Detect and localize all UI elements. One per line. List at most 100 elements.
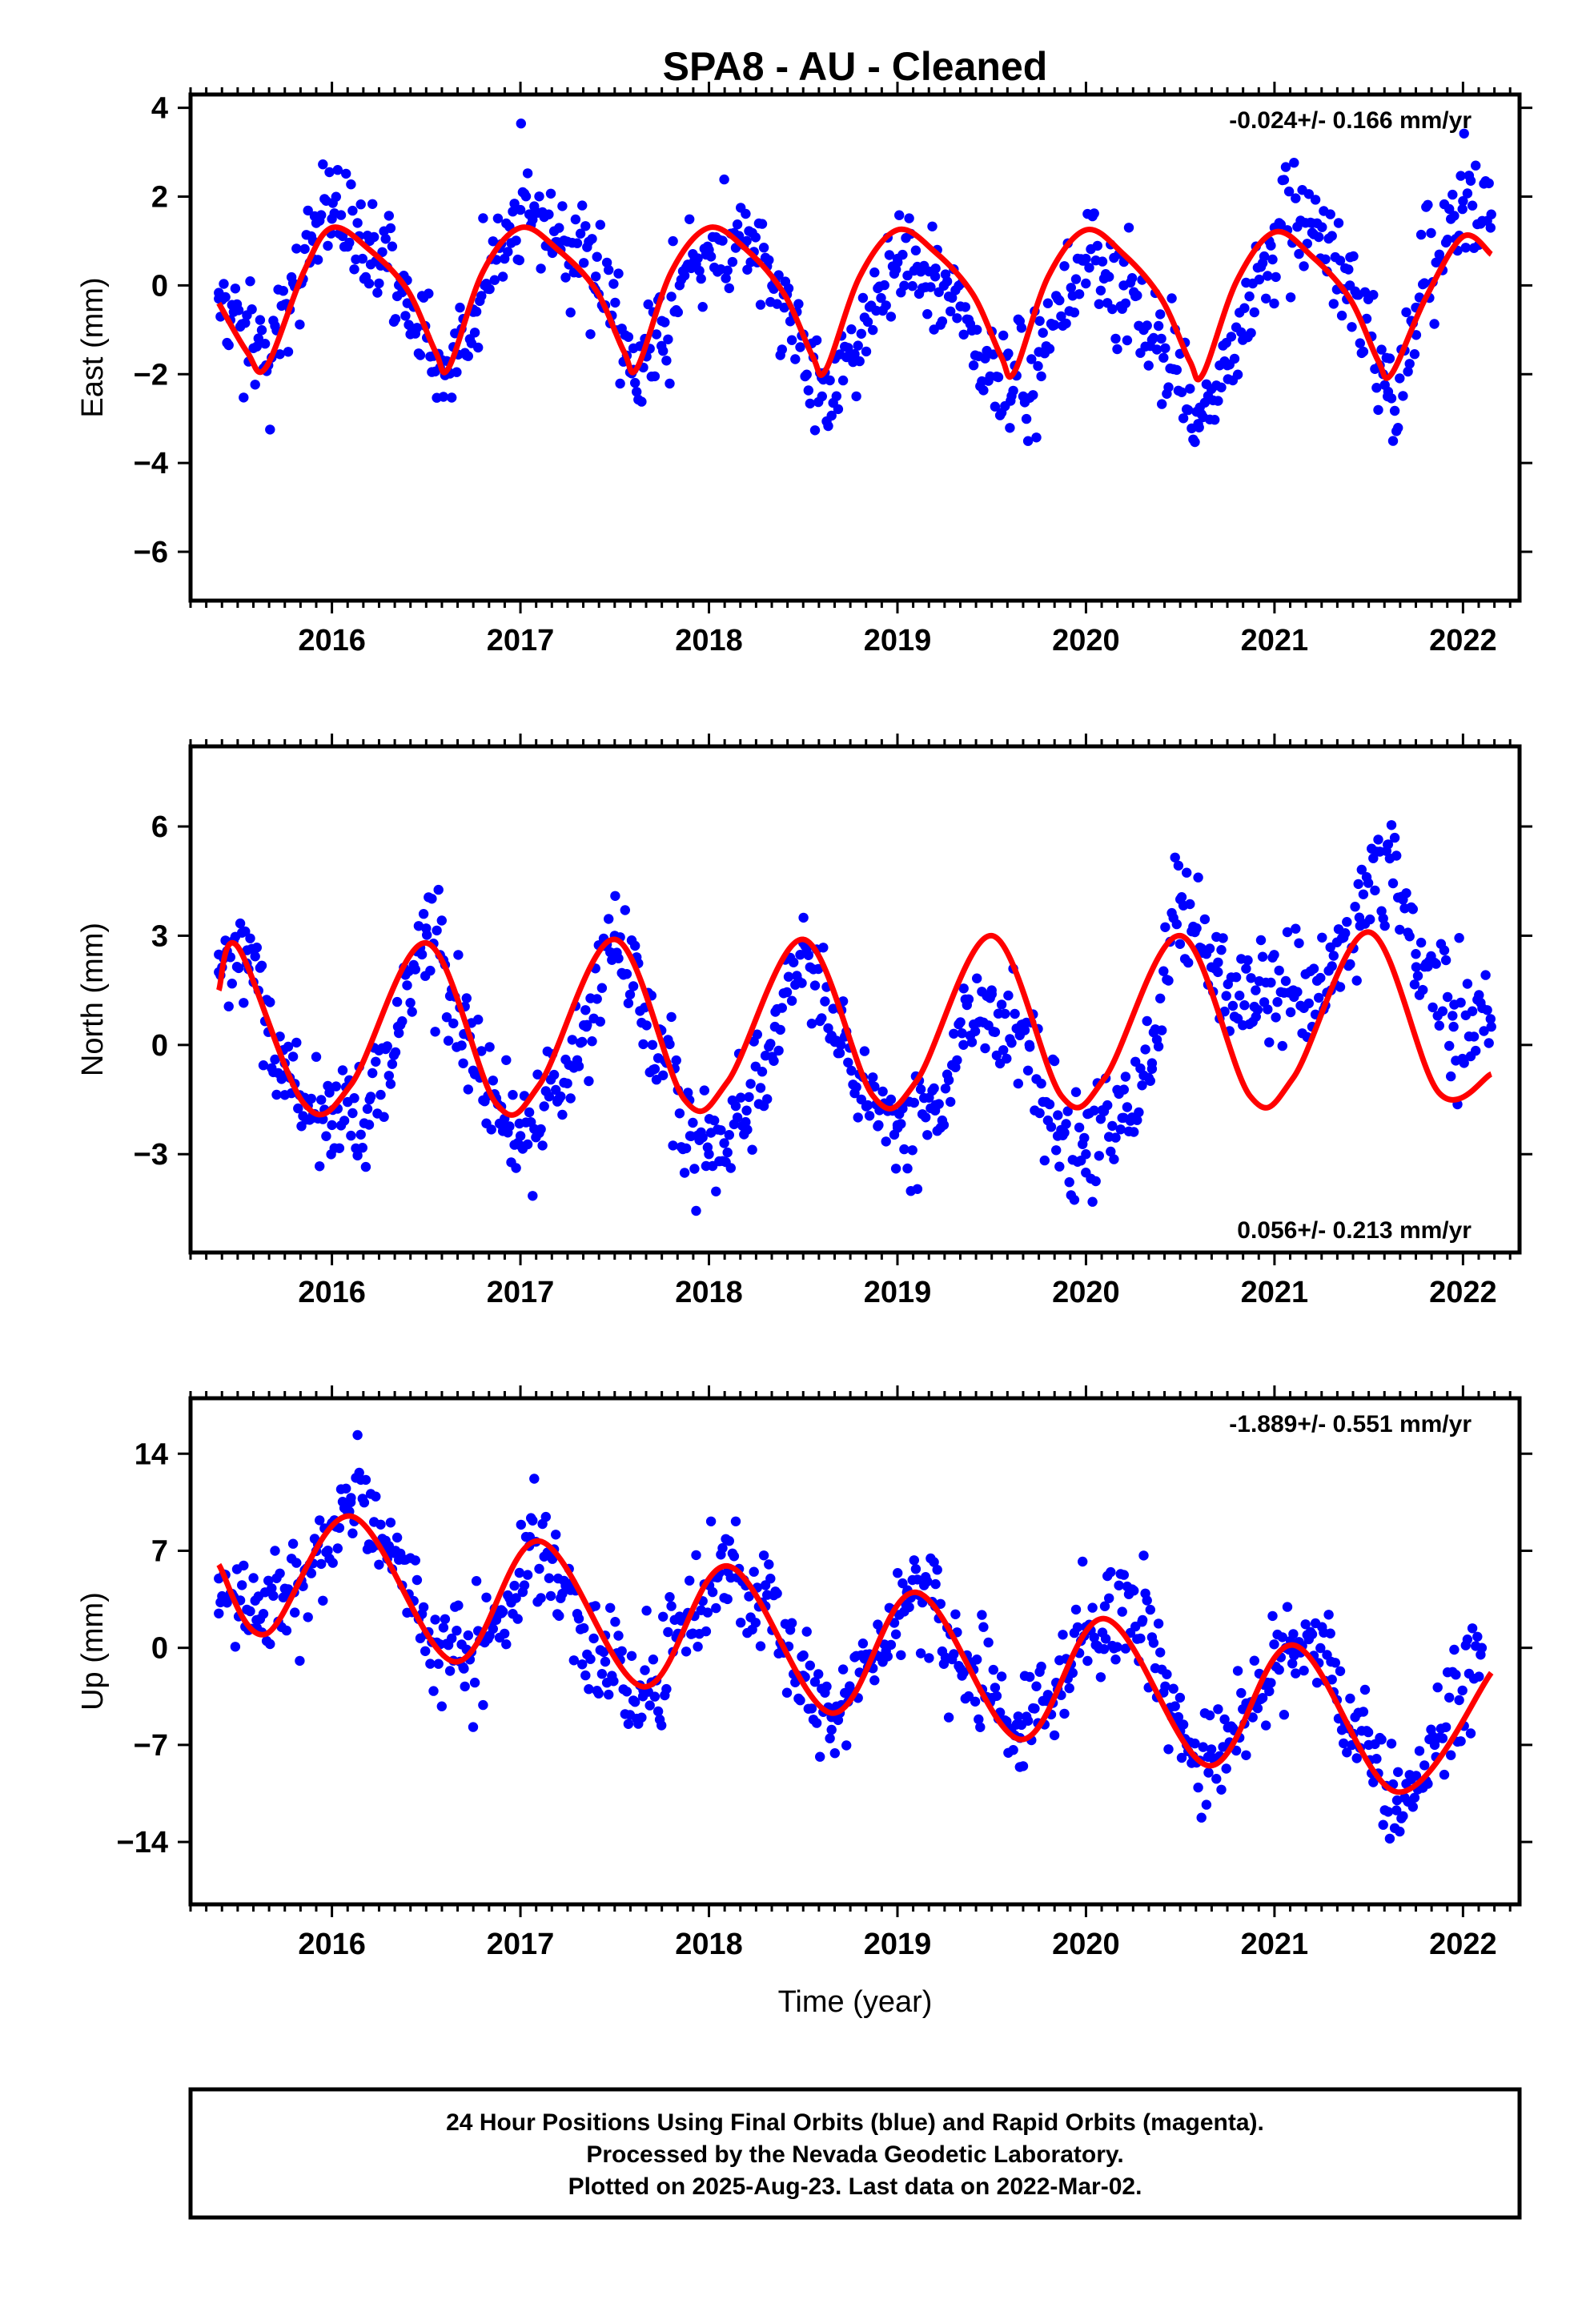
- east-obs-point: [1092, 240, 1103, 251]
- up-obs-point: [1098, 1644, 1110, 1655]
- east-obs-point: [922, 309, 933, 320]
- up-obs-point: [1359, 1684, 1371, 1695]
- east-obs-point: [658, 346, 669, 356]
- north-obs-point: [1002, 1053, 1012, 1064]
- east-obs-point: [331, 191, 341, 202]
- north-obs-point: [473, 1015, 484, 1025]
- north-obs-point: [1314, 992, 1324, 1003]
- up-obs-point: [608, 1676, 619, 1687]
- north-obs-point: [1288, 985, 1299, 995]
- up-obs-point: [1216, 1784, 1227, 1795]
- up-obs-point: [540, 1511, 551, 1522]
- north-obs-point: [1350, 902, 1360, 912]
- up-observations: [214, 1429, 1488, 1844]
- up-obs-point: [649, 1691, 661, 1702]
- east-obs-point: [1456, 171, 1466, 181]
- up-obs-point: [509, 1580, 520, 1591]
- north-obs-point: [1272, 997, 1283, 1007]
- north-obs-point: [907, 1145, 917, 1156]
- east-obs-point: [1160, 343, 1170, 353]
- north-obs-point: [699, 1085, 709, 1096]
- east-obs-point: [757, 219, 768, 229]
- east-obs-point: [722, 265, 733, 275]
- up-obs-point: [1204, 1710, 1215, 1721]
- east-obs-point: [1259, 251, 1270, 262]
- north-obs-point: [1213, 967, 1223, 978]
- north-obs-point: [803, 950, 813, 961]
- north-obs-point: [881, 1136, 891, 1147]
- east-obs-point: [998, 330, 1009, 341]
- east-obs-point: [1034, 316, 1045, 326]
- north-obs-point: [980, 1043, 990, 1054]
- east-obs-point: [560, 272, 571, 283]
- east-obs-point: [1347, 322, 1357, 332]
- north-obs-point: [1308, 963, 1319, 974]
- north-obs-point: [851, 1082, 861, 1092]
- up-obs-point: [722, 1594, 733, 1605]
- up-obs-point: [1440, 1722, 1452, 1732]
- north-obs-point: [1110, 1132, 1121, 1143]
- up-obs-point: [1299, 1665, 1309, 1676]
- up-obs-point: [990, 1683, 1001, 1693]
- north-obs-point: [1363, 878, 1374, 888]
- up-obs-point: [1117, 1606, 1127, 1617]
- north-obs-point: [1373, 834, 1383, 845]
- north-obs-point: [456, 1040, 467, 1051]
- north-obs-point: [311, 1051, 322, 1062]
- east-obs-point: [1226, 332, 1237, 342]
- up-obs-point: [702, 1607, 713, 1618]
- north-obs-point: [915, 1084, 926, 1095]
- north-obs-point: [1462, 979, 1473, 989]
- up-obs-point: [693, 1642, 703, 1652]
- east-obs-point: [1022, 436, 1034, 446]
- north-obs-point: [685, 1131, 696, 1141]
- up-obs-point: [1378, 1819, 1388, 1830]
- north-obs-point: [1142, 1015, 1152, 1027]
- up-obs-point: [1114, 1580, 1124, 1591]
- north-obs-point: [565, 1093, 576, 1104]
- north-x-tick-label: 2016: [298, 1276, 366, 1309]
- east-obs-point: [809, 425, 821, 436]
- east-obs-point: [1294, 248, 1304, 259]
- east-obs-point: [825, 375, 835, 386]
- north-obs-point: [922, 1130, 933, 1140]
- east-obs-point: [332, 165, 343, 175]
- up-obs-point: [1327, 1675, 1337, 1685]
- north-obs-point: [638, 1039, 648, 1050]
- east-obs-point: [1465, 175, 1476, 186]
- north-obs-point: [1282, 927, 1293, 938]
- north-obs-point: [1231, 972, 1242, 983]
- up-obs-point: [1363, 1727, 1374, 1738]
- north-obs-point: [781, 987, 793, 998]
- up-obs-point: [1393, 1767, 1403, 1777]
- up-obs-point: [291, 1558, 302, 1568]
- up-obs-point: [681, 1647, 692, 1657]
- north-obs-point: [998, 1045, 1009, 1055]
- north-obs-point: [836, 1039, 846, 1051]
- up-obs-point: [1249, 1655, 1260, 1666]
- north-x-tick-label: 2018: [675, 1276, 743, 1309]
- north-obs-point: [1437, 1006, 1448, 1016]
- east-obs-point: [346, 179, 356, 190]
- north-obs-point: [1081, 1149, 1091, 1160]
- east-obs-point: [755, 300, 766, 310]
- north-obs-point: [367, 1068, 378, 1079]
- north-obs-point: [623, 998, 634, 1009]
- up-obs-point: [1335, 1666, 1346, 1676]
- north-obs-point: [797, 978, 807, 988]
- north-obs-point: [476, 1046, 487, 1056]
- north-obs-point: [416, 949, 428, 960]
- north-obs-point: [1386, 820, 1397, 830]
- east-obs-point: [1163, 382, 1174, 392]
- east-obs-point: [1371, 383, 1382, 393]
- up-obs-point: [1241, 1750, 1251, 1760]
- north-obs-point: [946, 1096, 956, 1108]
- north-obs-point: [235, 918, 246, 929]
- north-obs-point: [1427, 1002, 1438, 1013]
- east-obs-point: [1411, 330, 1422, 340]
- up-obs-point: [707, 1586, 718, 1598]
- north-obs-point: [316, 1095, 327, 1105]
- east-obs-point: [278, 286, 288, 296]
- north-obs-point: [1271, 1012, 1281, 1023]
- north-obs-point: [436, 915, 447, 926]
